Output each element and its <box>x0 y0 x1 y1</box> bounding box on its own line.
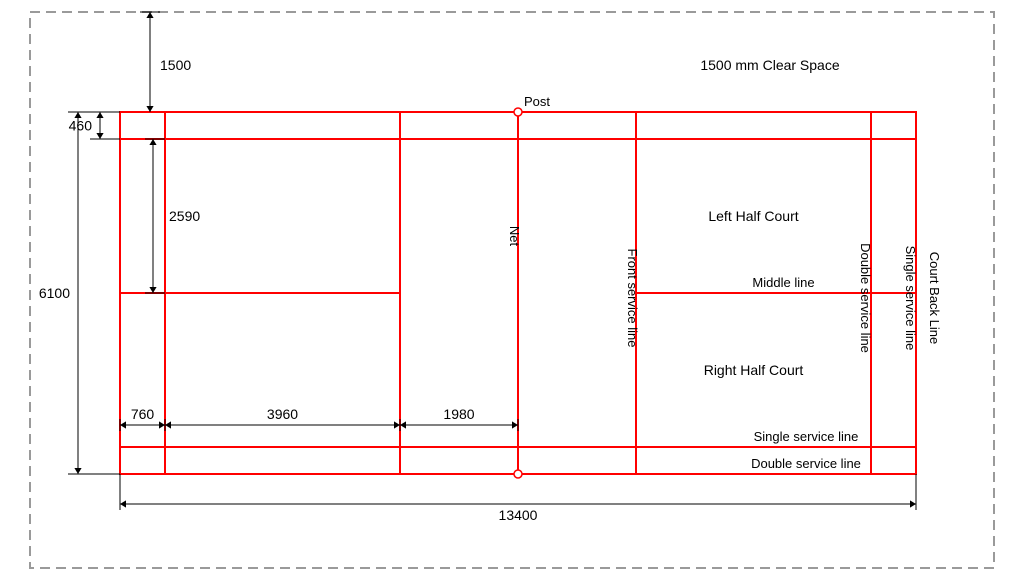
clear-space-label: 1500 mm Clear Space <box>700 57 840 73</box>
net-label: Net <box>507 226 522 247</box>
dim-3960-label: 3960 <box>267 406 298 422</box>
post-label: Post <box>524 94 550 109</box>
dim-1500-label: 1500 <box>160 57 191 73</box>
post-bottom <box>514 470 522 478</box>
dim-2590-label: 2590 <box>169 208 200 224</box>
middle-line-label: Middle line <box>752 275 814 290</box>
dim-6100-label: 6100 <box>39 285 70 301</box>
double-service-line-v-label: Double service line <box>858 243 873 353</box>
post-top <box>514 108 522 116</box>
left-half-court-label: Left Half Court <box>708 208 798 224</box>
double-service-line-h-label: Double service line <box>751 456 861 471</box>
single-service-line-h-label: Single service line <box>754 429 859 444</box>
single-service-line-v-label: Single service line <box>903 246 918 351</box>
dim-13400-label: 13400 <box>499 507 538 523</box>
clear-space-boundary <box>30 12 994 568</box>
dim-1980-label: 1980 <box>443 406 474 422</box>
front-service-line-label: Front service line <box>625 249 640 348</box>
right-half-court-label: Right Half Court <box>704 362 804 378</box>
dim-760-label: 760 <box>131 406 155 422</box>
court-back-line-label: Court Back Line <box>927 252 942 345</box>
dim-460-label: 460 <box>69 118 93 134</box>
